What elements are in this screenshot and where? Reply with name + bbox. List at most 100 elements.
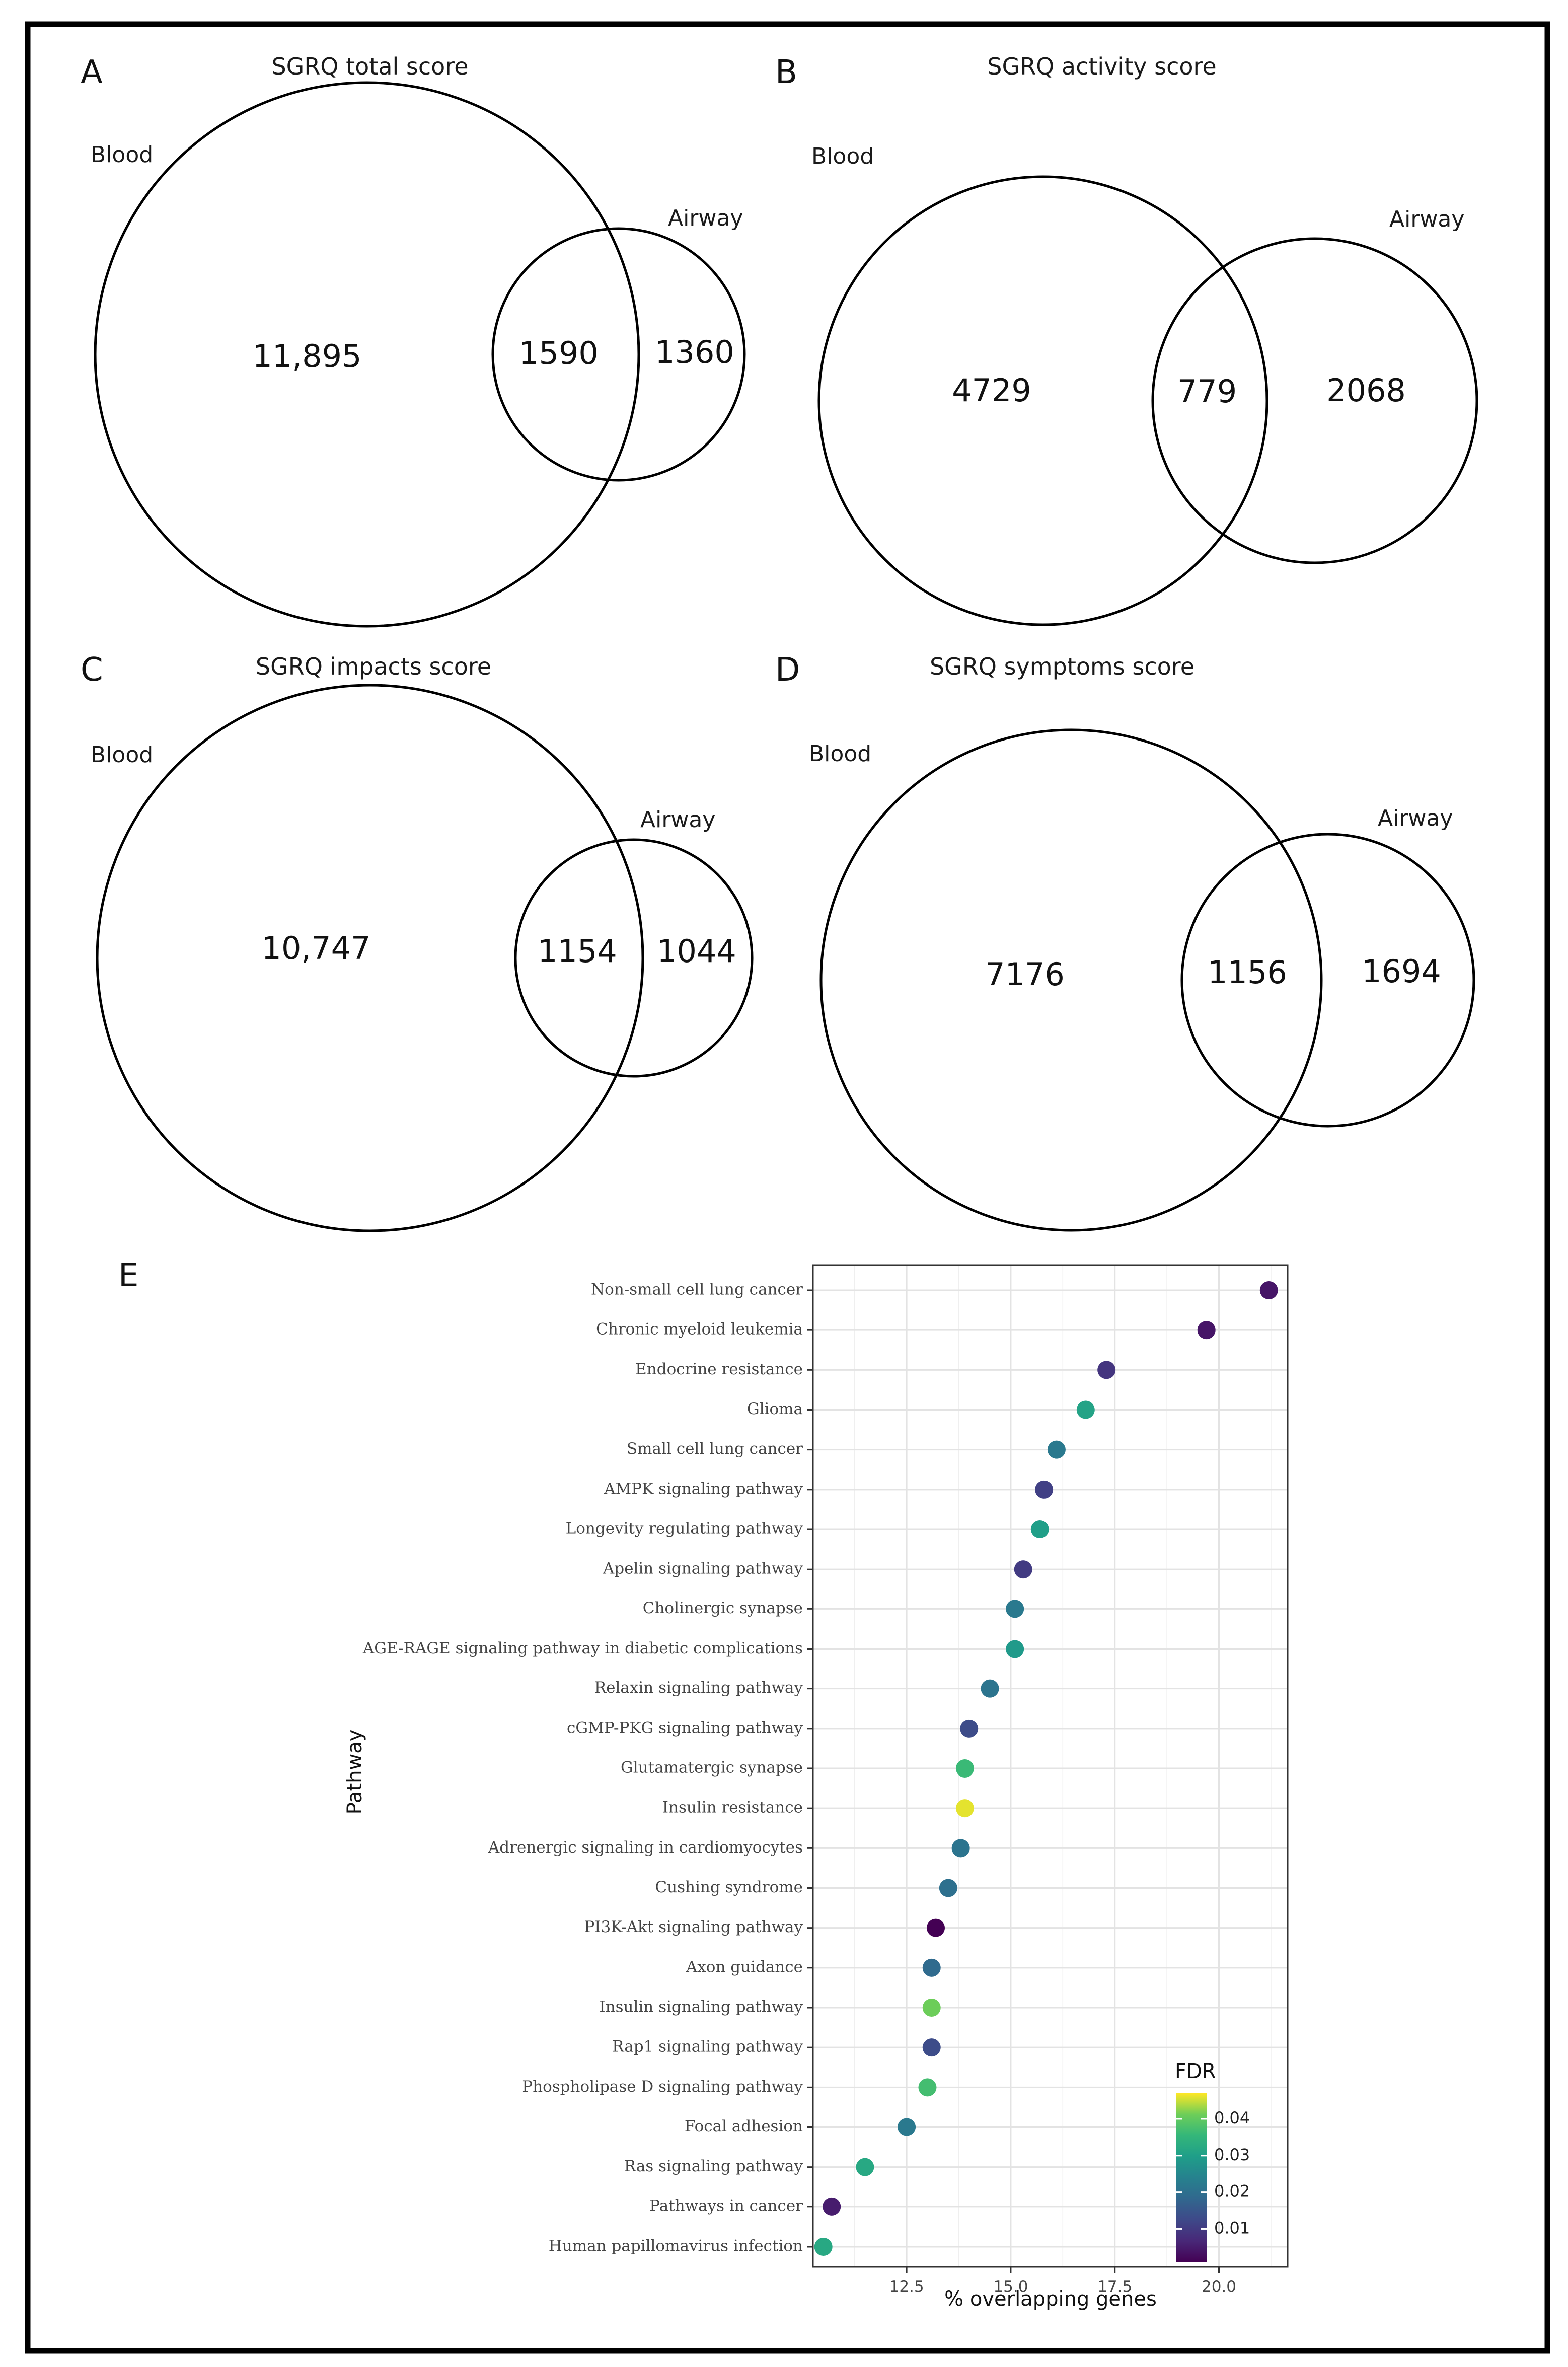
data-point bbox=[1197, 1321, 1216, 1340]
x-axis-title: % overlapping genes bbox=[944, 2287, 1157, 2311]
data-point bbox=[927, 1918, 945, 1937]
set-label-blood: Blood bbox=[809, 741, 871, 767]
venn-title: SGRQ activity score bbox=[987, 53, 1216, 80]
y-axis-title: Pathway bbox=[343, 1730, 366, 1815]
airway-circle bbox=[514, 838, 754, 1078]
pathway-label: Insulin signaling pathway bbox=[599, 1998, 803, 2016]
panel-letter: B bbox=[775, 54, 797, 91]
pathway-label: AGE-RAGE signaling pathway in diabetic c… bbox=[362, 1639, 803, 1657]
figure-frame bbox=[25, 21, 1550, 2354]
data-point bbox=[1030, 1520, 1049, 1538]
pathway-label: Insulin resistance bbox=[662, 1799, 803, 1817]
x-tick-label: 20.0 bbox=[1202, 2278, 1236, 2296]
data-point bbox=[1047, 1440, 1066, 1459]
legend-tick-label: 0.03 bbox=[1214, 2145, 1250, 2164]
data-point bbox=[922, 2038, 941, 2057]
blood-circle bbox=[96, 684, 644, 1232]
pathway-label: Axon guidance bbox=[686, 1958, 803, 1976]
panel-letter: E bbox=[118, 1257, 138, 1294]
count-overlap: 1590 bbox=[519, 335, 599, 372]
pathway-label: Glutamatergic synapse bbox=[621, 1759, 803, 1777]
data-point bbox=[939, 1879, 957, 1897]
airway-circle bbox=[491, 227, 746, 482]
pathway-label: Endocrine resistance bbox=[635, 1360, 803, 1378]
blood-circle bbox=[94, 81, 640, 628]
set-label-airway: Airway bbox=[1389, 206, 1464, 232]
count-blood-only: 4729 bbox=[952, 372, 1031, 409]
pathway-label: cGMP-PKG signaling pathway bbox=[567, 1719, 803, 1737]
venn-title: SGRQ total score bbox=[271, 53, 468, 80]
pathway-label: Glioma bbox=[747, 1400, 803, 1418]
data-point bbox=[922, 1958, 941, 1977]
x-tick-label: 17.5 bbox=[1097, 2278, 1132, 2296]
venn-title: SGRQ impacts score bbox=[256, 653, 491, 680]
pathway-label: Phospholipase D signaling pathway bbox=[522, 2078, 803, 2096]
data-point bbox=[955, 1759, 974, 1778]
data-point bbox=[981, 1679, 999, 1698]
data-point bbox=[918, 2078, 937, 2097]
pathway-labels: Non-small cell lung cancer Chronic myeloi… bbox=[362, 1281, 813, 2255]
pathway-label: AMPK signaling pathway bbox=[604, 1480, 803, 1498]
count-airway-only: 2068 bbox=[1326, 372, 1406, 409]
count-overlap: 779 bbox=[1177, 373, 1237, 410]
data-point bbox=[955, 1799, 974, 1818]
venn-panel-d: D SGRQ symptoms score Blood Airway 7176 … bbox=[775, 651, 1475, 1232]
set-label-airway: Airway bbox=[1378, 805, 1453, 831]
pathway-label: Cholinergic synapse bbox=[643, 1599, 803, 1617]
data-point bbox=[922, 1999, 941, 2017]
plot-grid bbox=[813, 1265, 1288, 2267]
panel-letter: D bbox=[775, 651, 800, 689]
pathway-label: PI3K-Akt signaling pathway bbox=[584, 1918, 803, 1936]
data-point bbox=[1014, 1560, 1032, 1579]
x-tick-label: 15.0 bbox=[993, 2278, 1028, 2296]
data-point bbox=[823, 2197, 841, 2216]
airway-circle bbox=[1151, 237, 1478, 564]
data-point bbox=[1006, 1600, 1024, 1618]
pathway-label: Adrenergic signaling in cardiomyocytes bbox=[488, 1838, 803, 1857]
data-point bbox=[814, 2238, 833, 2256]
color-legend: FDR 0.01 0.02 0.03 0.04 bbox=[1175, 2060, 1250, 2262]
count-airway-only: 1694 bbox=[1362, 953, 1441, 990]
venn-panel-b: B SGRQ activity score Blood Airway 4729 … bbox=[775, 53, 1478, 626]
count-blood-only: 7176 bbox=[985, 956, 1065, 993]
count-overlap: 1154 bbox=[538, 933, 617, 970]
panel-letter: A bbox=[81, 54, 103, 91]
data-point bbox=[960, 1719, 979, 1738]
blood-circle bbox=[819, 728, 1323, 1232]
data-point bbox=[1259, 1281, 1278, 1299]
venn-panel-c: C SGRQ impacts score Blood Airway 10,747… bbox=[81, 651, 754, 1232]
set-label-blood: Blood bbox=[91, 142, 153, 168]
pathway-label: Pathways in cancer bbox=[649, 2197, 803, 2215]
legend-tick-label: 0.02 bbox=[1214, 2182, 1250, 2201]
pathway-label: Non-small cell lung cancer bbox=[591, 1281, 803, 1299]
data-point bbox=[1076, 1400, 1095, 1419]
set-label-airway: Airway bbox=[640, 807, 715, 833]
set-label-airway: Airway bbox=[668, 205, 743, 231]
blood-circle bbox=[817, 175, 1268, 626]
count-airway-only: 1360 bbox=[655, 334, 734, 371]
count-overlap: 1156 bbox=[1208, 954, 1287, 991]
plot-background bbox=[813, 1265, 1288, 2267]
pathway-label: Human papillomavirus infection bbox=[549, 2237, 803, 2255]
plot-panel-border bbox=[812, 1264, 1289, 2268]
pathway-label: Apelin signaling pathway bbox=[603, 1560, 803, 1578]
pathway-label: Small cell lung cancer bbox=[627, 1440, 803, 1458]
count-blood-only: 11,895 bbox=[253, 338, 362, 375]
data-point bbox=[1006, 1640, 1024, 1658]
panel-letter: C bbox=[81, 651, 103, 689]
pathway-label: Ras signaling pathway bbox=[624, 2157, 803, 2175]
airway-circle bbox=[1180, 833, 1475, 1128]
legend-ticks: 0.01 0.02 0.03 0.04 bbox=[1176, 2108, 1250, 2237]
pathway-label: Cushing syndrome bbox=[655, 1878, 803, 1896]
count-blood-only: 10,747 bbox=[262, 930, 371, 967]
legend-colorbar bbox=[1176, 2093, 1207, 2262]
set-label-blood: Blood bbox=[91, 742, 153, 768]
count-airway-only: 1044 bbox=[657, 933, 736, 970]
pathway-label: Relaxin signaling pathway bbox=[594, 1679, 803, 1697]
venn-title: SGRQ symptoms score bbox=[930, 653, 1194, 680]
set-label-blood: Blood bbox=[811, 143, 874, 169]
legend-tick-label: 0.04 bbox=[1214, 2108, 1250, 2127]
legend-tick-label: 0.01 bbox=[1214, 2218, 1250, 2237]
pathway-label: Longevity regulating pathway bbox=[566, 1520, 803, 1538]
